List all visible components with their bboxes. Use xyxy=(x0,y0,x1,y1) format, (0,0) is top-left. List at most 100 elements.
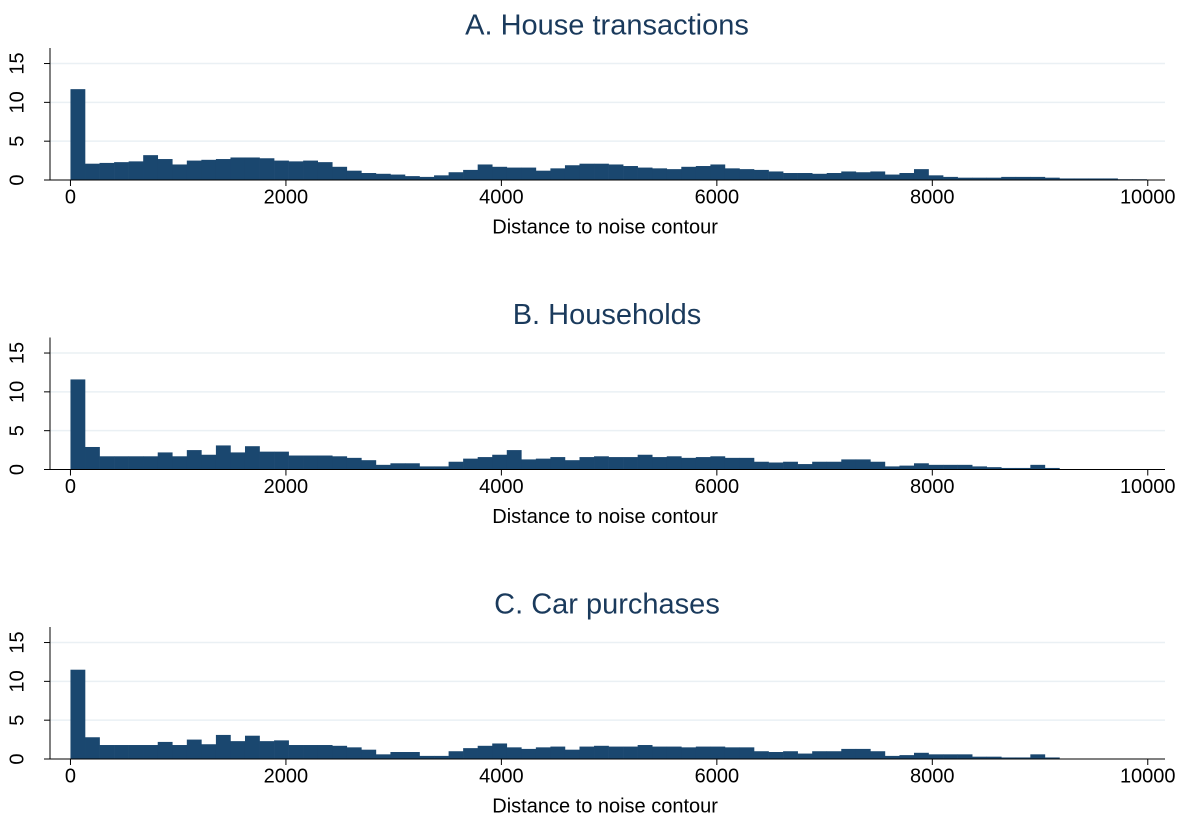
x-tick-label: 10000 xyxy=(1120,186,1176,208)
bar xyxy=(754,169,769,180)
bar xyxy=(375,173,391,180)
bar xyxy=(85,446,100,470)
bar xyxy=(244,446,260,470)
bar xyxy=(754,461,769,470)
bar xyxy=(404,176,420,180)
bar xyxy=(986,467,1002,470)
bar xyxy=(215,734,231,759)
bar xyxy=(710,456,726,470)
bar xyxy=(724,168,740,180)
bar xyxy=(637,167,653,180)
bar xyxy=(1088,178,1104,180)
bar xyxy=(826,751,842,759)
bar xyxy=(230,452,246,470)
x-tick-label: 4000 xyxy=(479,765,524,787)
bar xyxy=(972,756,988,759)
y-tick-label: 10 xyxy=(6,91,28,113)
bar xyxy=(754,751,769,759)
bar xyxy=(637,454,653,470)
bar xyxy=(724,747,740,759)
x-tick-label: 6000 xyxy=(695,765,740,787)
bar xyxy=(870,751,886,759)
bar xyxy=(201,159,217,180)
bar xyxy=(1059,178,1075,180)
bar xyxy=(724,457,740,470)
bar xyxy=(1044,467,1060,470)
x-tick-label: 0 xyxy=(65,765,76,787)
bar xyxy=(143,456,159,470)
bar xyxy=(317,745,333,759)
bar xyxy=(739,457,755,470)
bar xyxy=(114,162,129,180)
bar xyxy=(710,746,726,759)
bar xyxy=(884,466,900,470)
bar xyxy=(579,746,595,759)
bar xyxy=(99,456,115,470)
bar xyxy=(201,454,217,470)
bar xyxy=(1001,467,1017,470)
bar xyxy=(666,746,682,759)
bar xyxy=(899,173,915,180)
bar xyxy=(768,462,784,470)
bar xyxy=(841,748,857,759)
bar xyxy=(695,746,711,759)
x-axis-label: Distance to noise contour xyxy=(492,216,718,238)
bar xyxy=(114,745,129,759)
bar xyxy=(215,445,231,470)
bar xyxy=(1103,178,1118,180)
bar xyxy=(535,747,551,759)
bar xyxy=(390,174,406,180)
x-tick-label: 0 xyxy=(65,186,76,208)
bar xyxy=(986,177,1002,180)
bar xyxy=(157,452,173,470)
bar xyxy=(288,161,304,180)
bar xyxy=(332,166,348,180)
bar xyxy=(870,461,886,470)
x-axis-label: Distance to noise contour xyxy=(492,795,718,817)
bar xyxy=(652,746,668,759)
bar xyxy=(477,457,493,470)
x-tick-label: 2000 xyxy=(264,476,309,498)
bar xyxy=(70,379,86,470)
y-tick-label: 10 xyxy=(6,670,28,692)
bar xyxy=(230,741,246,759)
bar xyxy=(346,170,362,180)
bar xyxy=(521,748,537,759)
bar xyxy=(506,747,522,759)
bar xyxy=(463,748,478,759)
bar xyxy=(230,157,246,180)
bar xyxy=(346,457,362,470)
bar xyxy=(419,176,435,180)
bar xyxy=(768,171,784,180)
bar xyxy=(317,455,333,470)
bar xyxy=(346,747,362,759)
panel-title: B. Households xyxy=(513,299,702,331)
bar xyxy=(477,164,493,180)
bar xyxy=(943,176,958,180)
bar xyxy=(681,166,697,180)
bar xyxy=(550,457,566,470)
bar xyxy=(623,166,638,180)
bar xyxy=(608,164,624,180)
bar xyxy=(986,756,1002,759)
bar xyxy=(695,457,711,470)
bar xyxy=(492,743,508,759)
bar xyxy=(943,464,958,470)
panel-title: C. Car purchases xyxy=(494,589,720,621)
bar xyxy=(157,741,173,759)
bar xyxy=(623,457,638,470)
bar xyxy=(492,454,508,470)
bar xyxy=(128,456,144,470)
bar xyxy=(506,450,522,470)
bar xyxy=(434,755,449,759)
bar xyxy=(535,458,551,470)
bar xyxy=(928,754,944,759)
bar xyxy=(521,459,537,470)
bar xyxy=(1030,754,1046,759)
bar xyxy=(623,746,638,759)
x-tick-label: 0 xyxy=(65,476,76,498)
bar xyxy=(783,461,798,470)
bar xyxy=(463,169,478,180)
bar xyxy=(1044,177,1060,180)
